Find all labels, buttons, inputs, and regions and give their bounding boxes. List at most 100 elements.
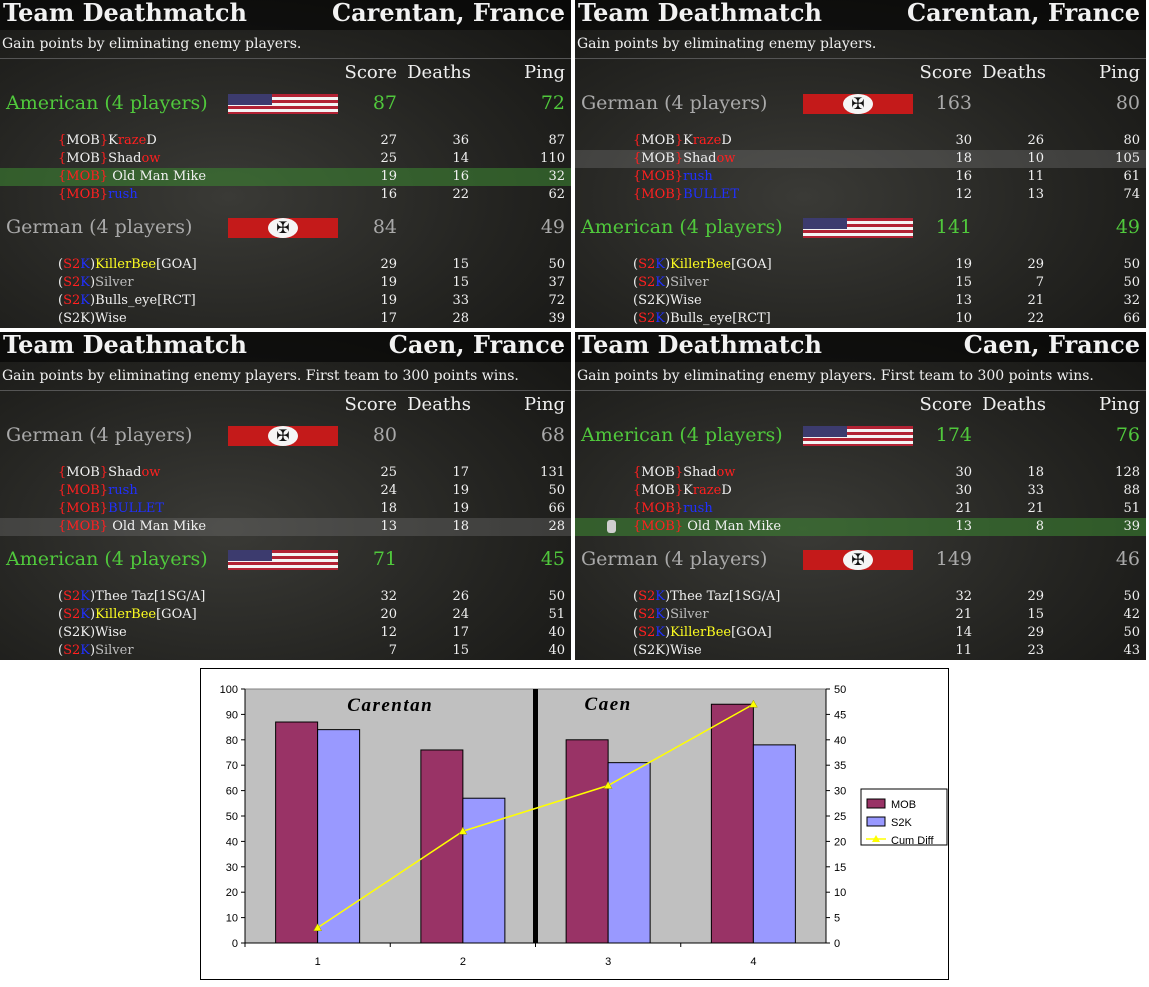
team-header-german: German (4 players) ✠ 163 80	[575, 90, 1146, 120]
player-name-segment: )	[664, 625, 671, 640]
player-name: {MOB}Shadow	[58, 465, 160, 480]
player-name-segment: ow	[716, 465, 736, 480]
team-ping: 76	[1115, 424, 1140, 446]
player-row[interactable]: {MOB}Shadow 30 18 128	[575, 464, 1146, 482]
player-name-segment: K	[655, 257, 665, 272]
flag-disc	[843, 550, 873, 570]
column-header-ping: Ping	[524, 394, 565, 415]
player-name-segment: Bulls_eye[RCT]	[670, 311, 771, 326]
player-row[interactable]: (S2K)Wise 11 23 43	[575, 642, 1146, 660]
player-ping: 50	[1123, 625, 1140, 640]
player-row[interactable]: {MOB}rush 16 22 62	[0, 186, 571, 204]
player-score: 16	[955, 169, 972, 184]
player-row[interactable]: (S2K)Bulls_eye[RCT] 19 33 72	[0, 292, 571, 310]
player-name: {MOB}rush	[633, 501, 713, 516]
player-name-segment: KillerBee	[670, 625, 732, 640]
player-row[interactable]: (S2K)KillerBee[GOA] 29 15 50	[0, 256, 571, 274]
player-row[interactable]: (S2K)KillerBee[GOA] 19 29 50	[575, 256, 1146, 274]
player-ping: 80	[1123, 133, 1140, 148]
player-row[interactable]: {MOB}Shadow 25 14 110	[0, 150, 571, 168]
player-row[interactable]: (S2K)KillerBee[GOA] 20 24 51	[0, 606, 571, 624]
player-name: {MOB}rush	[58, 483, 138, 498]
team-flag-german: ✠	[228, 218, 338, 238]
player-name: {MOB} Old Man Mike	[58, 169, 206, 184]
player-name: (S2K)KillerBee[GOA]	[58, 607, 197, 622]
player-name-segment: }	[99, 465, 109, 480]
player-score: 18	[380, 501, 397, 516]
objective-description: Gain points by eliminating enemy players…	[2, 368, 519, 384]
player-row[interactable]: {MOB}BULLET 18 19 66	[0, 500, 571, 518]
y2-tick-label: 45	[834, 709, 846, 721]
player-row[interactable]: (S2K)Wise 13 21 32	[575, 292, 1146, 310]
player-row[interactable]: {MOB}KrazeD 30 33 88	[575, 482, 1146, 500]
player-deaths: 26	[1027, 133, 1044, 148]
player-name-segment: (	[58, 275, 64, 290]
player-row[interactable]: (S2K)KillerBee[GOA] 14 29 50	[575, 624, 1146, 642]
player-row[interactable]: (S2K)Silver 19 15 37	[0, 274, 571, 292]
header-divider	[0, 58, 571, 59]
y2-tick-label: 40	[834, 735, 846, 747]
player-row[interactable]: {MOB}rush 21 21 51	[575, 500, 1146, 518]
player-row[interactable]: (S2K)Bulls_eye[RCT] 10 22 66	[575, 310, 1146, 328]
column-header-deaths: Deaths	[982, 394, 1046, 415]
player-row[interactable]: (S2K)Silver 21 15 42	[575, 606, 1146, 624]
player-row[interactable]: {MOB}KrazeD 30 26 80	[575, 132, 1146, 150]
legend-swatch-mob	[866, 798, 886, 809]
flag-emblem-icon: ✠	[851, 94, 865, 113]
player-score: 11	[955, 643, 972, 658]
player-name: {MOB}rush	[58, 187, 138, 202]
player-name-segment: K	[80, 257, 90, 272]
y2-tick-label: 10	[834, 887, 846, 899]
team-name: American (4 players)	[6, 92, 208, 114]
player-row[interactable]: {MOB}rush 24 19 50	[0, 482, 571, 500]
y2-tick-label: 25	[834, 811, 846, 823]
player-row[interactable]: {MOB}rush 16 11 61	[575, 168, 1146, 186]
team-name: German (4 players)	[581, 548, 768, 570]
player-name-segment: S2	[63, 257, 81, 272]
player-row[interactable]: (S2K)Silver 7 15 40	[0, 642, 571, 660]
player-deaths: 17	[452, 465, 469, 480]
player-score: 7	[388, 643, 397, 658]
player-name: (S2K)Wise	[58, 625, 127, 640]
player-row[interactable]: (S2K)Silver 15 7 50	[575, 274, 1146, 292]
team-name: German (4 players)	[581, 92, 768, 114]
player-row[interactable]: {MOB} Old Man Mike 19 16 32	[0, 168, 571, 186]
player-score: 13	[955, 519, 972, 534]
player-name-segment: (	[633, 275, 639, 290]
player-name-segment: S2	[638, 311, 656, 326]
player-name-segment: )	[89, 643, 96, 658]
bar-s2k	[752, 744, 796, 944]
y-tick-label: 60	[226, 786, 238, 798]
player-row[interactable]: {MOB}Shadow 18 10 105	[575, 150, 1146, 168]
player-row[interactable]: (S2K)Thee Taz[1SG/A] 32 29 50	[575, 588, 1146, 606]
player-name-segment: S2	[63, 275, 81, 290]
player-name-segment: D	[721, 483, 732, 498]
annotation-carentan: Carentan	[347, 695, 433, 716]
player-deaths: 15	[1027, 607, 1044, 622]
player-name-segment: D	[721, 133, 732, 148]
player-row[interactable]: {MOB}BULLET 12 13 74	[575, 186, 1146, 204]
player-name-segment: Silver	[670, 607, 709, 622]
y-tick-label: 40	[226, 836, 238, 848]
flag-disc	[268, 426, 298, 446]
map-name: Carentan, France	[332, 0, 565, 27]
player-row[interactable]: (S2K)Thee Taz[1SG/A] 32 26 50	[0, 588, 571, 606]
team-flag-american	[803, 426, 913, 446]
player-row[interactable]: {MOB}KrazeD 27 36 87	[0, 132, 571, 150]
player-ping: 39	[1123, 519, 1140, 534]
player-name-segment: K	[108, 133, 118, 148]
player-score: 15	[955, 275, 972, 290]
player-row[interactable]: {MOB}Shadow 25 17 131	[0, 464, 571, 482]
player-deaths: 18	[1027, 465, 1044, 480]
player-deaths: 19	[452, 483, 469, 498]
header-bar	[0, 0, 571, 30]
flag-canton	[803, 426, 847, 437]
player-name-segment: Thee Taz[1SG/A]	[670, 589, 781, 604]
player-row[interactable]: (S2K)Wise 17 28 39	[0, 310, 571, 328]
player-row[interactable]: {MOB} Old Man Mike 13 8 39	[575, 518, 1146, 536]
player-score: 27	[380, 133, 397, 148]
player-row[interactable]: {MOB} Old Man Mike 13 18 28	[0, 518, 571, 536]
player-name-segment: {	[633, 151, 642, 166]
header-bar	[575, 0, 1146, 30]
player-row[interactable]: (S2K)Wise 12 17 40	[0, 624, 571, 642]
